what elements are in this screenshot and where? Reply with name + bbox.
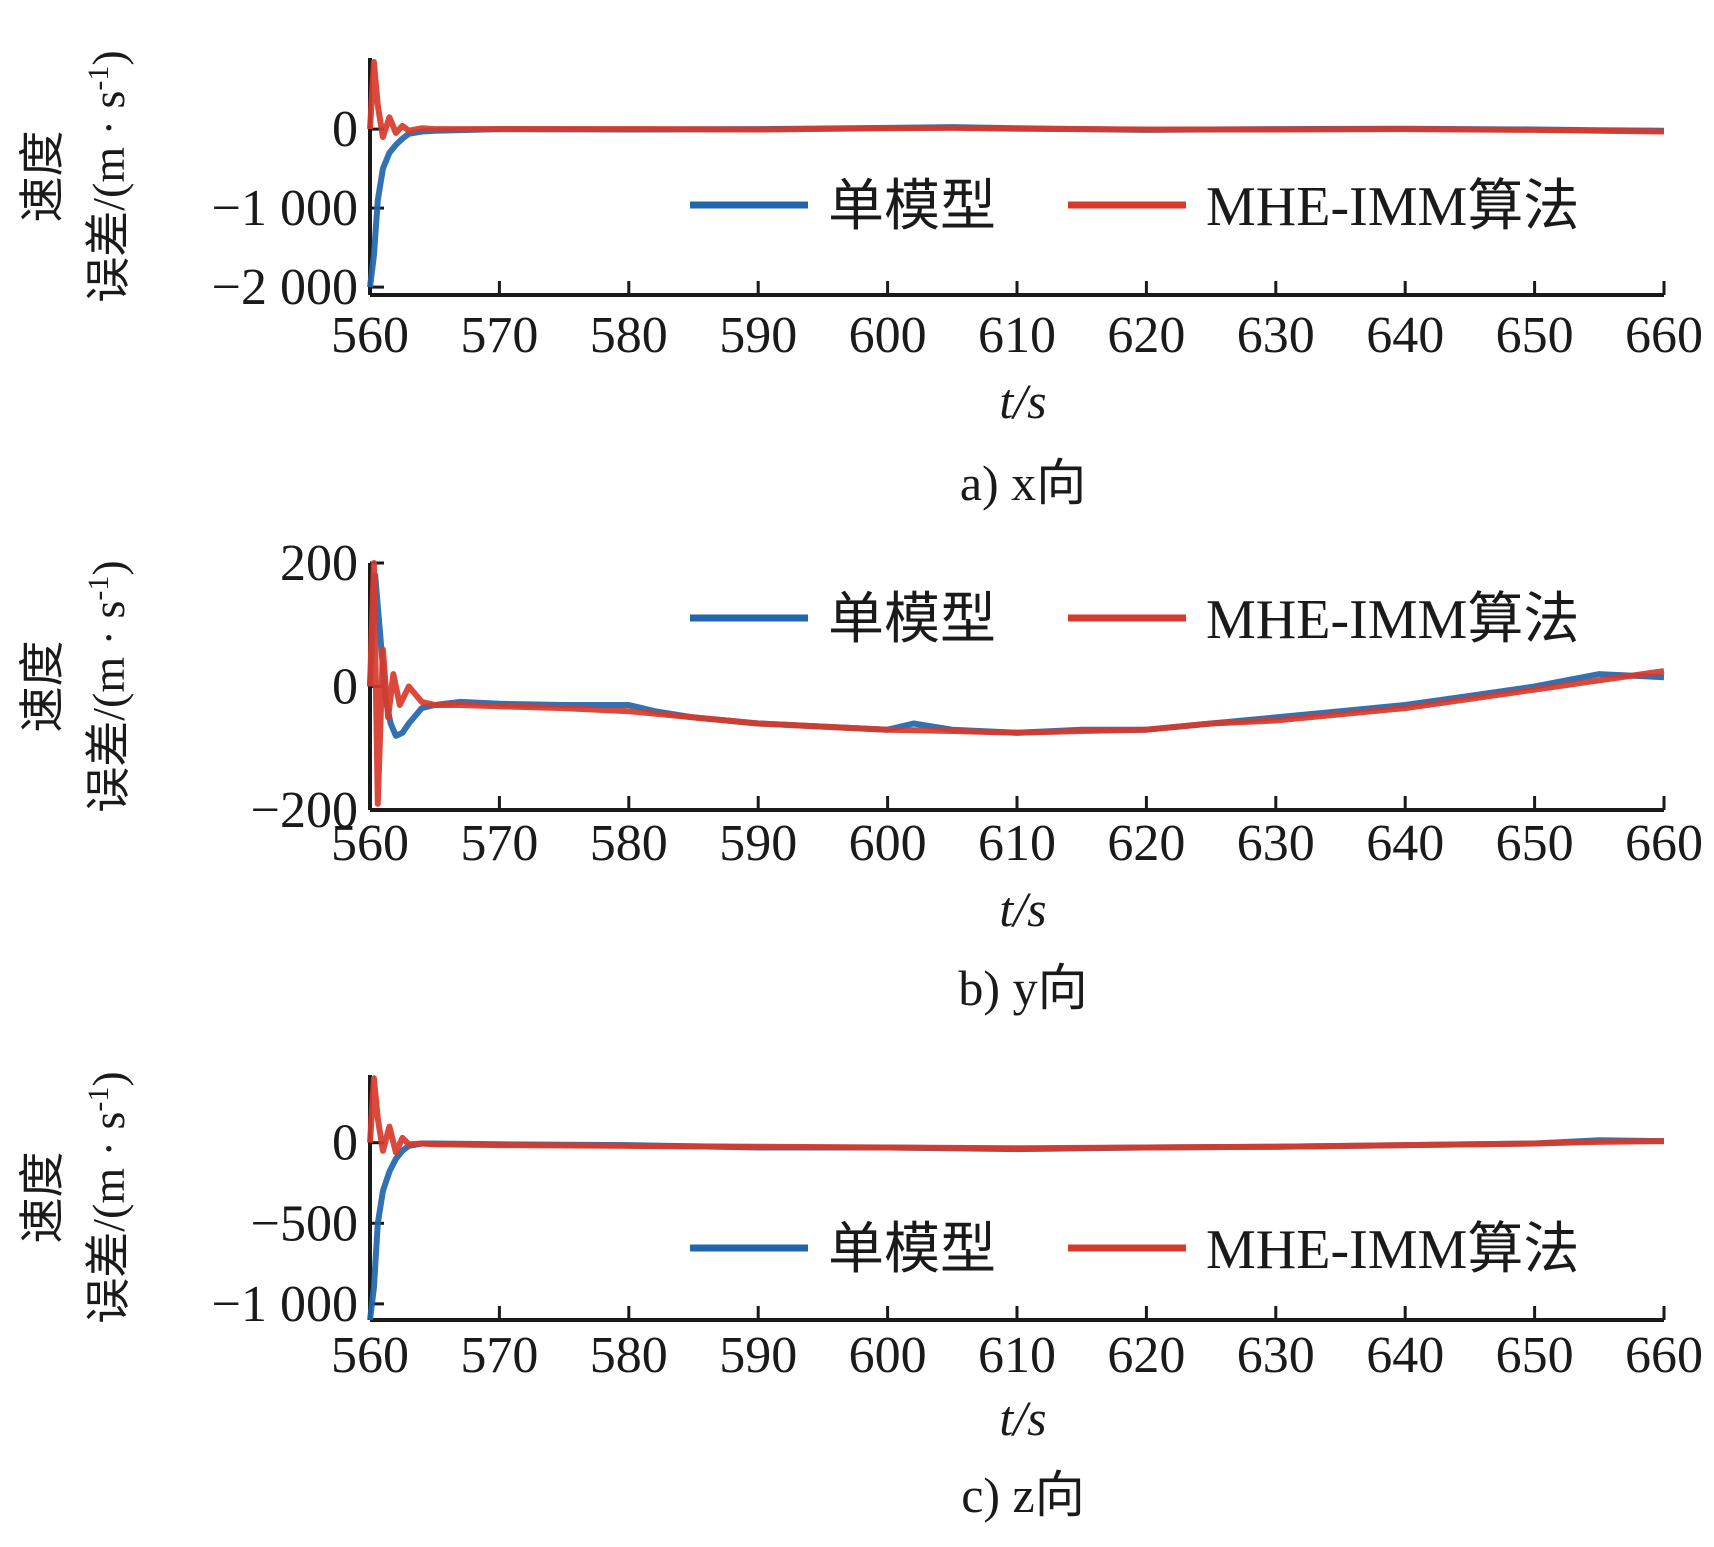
y-axis-label: 速度 误差/(m · s-1): [17, 560, 134, 812]
x-axis-label: t/s: [999, 373, 1046, 429]
x-tick-label: 570: [460, 1327, 538, 1384]
x-tick-label: 610: [978, 1327, 1056, 1384]
x-axis-label: t/s: [999, 881, 1046, 937]
x-tick-label: 560: [331, 815, 409, 872]
x-tick-label: 590: [719, 307, 797, 364]
y-tick-label: −500: [251, 1195, 358, 1252]
chart-panel-0: 560 570 580 590 600 610 620 630 640 650 660 0 −1 000…: [17, 50, 1703, 511]
x-tick-label: 660: [1625, 307, 1703, 364]
x-tick-label: 580: [590, 1327, 668, 1384]
x-tick-label: 620: [1107, 815, 1185, 872]
y-axis-label-line1: 速度: [17, 641, 68, 733]
y-tick-label: −2 000: [212, 259, 358, 316]
x-tick-label: 580: [590, 307, 668, 364]
legend: 单模型 MHE-IMM算法: [690, 589, 1579, 651]
x-tick-label: 610: [978, 307, 1056, 364]
y-axis-label-line1: 速度: [17, 1152, 68, 1244]
y-tick-label: 200: [280, 535, 358, 592]
y-tick-label: 0: [332, 659, 358, 716]
legend-label: 单模型: [828, 176, 996, 238]
legend-label: MHE-IMM算法: [1206, 589, 1579, 651]
x-tick-label: 650: [1496, 815, 1574, 872]
y-axis-label-line2: 误差/(m · s-1): [82, 560, 135, 812]
legend: 单模型 MHE-IMM算法: [690, 176, 1579, 238]
x-tick-label: 620: [1107, 1327, 1185, 1384]
y-label-close: ): [83, 560, 134, 575]
panel-caption: a) x向: [960, 455, 1086, 511]
y-tick-label: −200: [251, 782, 358, 839]
legend-label: MHE-IMM算法: [1206, 1219, 1579, 1281]
y-label-main: 误差/(m · s: [83, 601, 134, 813]
x-tick-label: 650: [1496, 1327, 1574, 1384]
panel-caption: c) z向: [961, 1467, 1085, 1523]
x-tick-label: 640: [1366, 1327, 1444, 1384]
x-tick-label: 580: [590, 815, 668, 872]
x-tick-label: 570: [460, 815, 538, 872]
y-axis-label-line1: 速度: [17, 131, 68, 223]
y-axis-label: 速度 误差/(m · s-1): [17, 50, 134, 302]
x-tick-label: 590: [719, 815, 797, 872]
y-tick-label: −1 000: [212, 180, 358, 237]
x-tick-label: 560: [331, 1327, 409, 1384]
legend-label: 单模型: [828, 1219, 996, 1281]
panel-caption: b) y向: [958, 960, 1087, 1016]
x-tick-label: 600: [849, 1327, 927, 1384]
series-line-mhe-imm: [367, 1075, 1665, 1156]
x-tick-label: 640: [1366, 307, 1444, 364]
x-tick-label: 660: [1625, 1327, 1703, 1384]
legend-label: 单模型: [828, 589, 996, 651]
y-label-close: ): [83, 50, 134, 65]
y-axis-label: 速度 误差/(m · s-1): [17, 1071, 134, 1323]
y-label-main: 误差/(m · s: [83, 91, 134, 303]
x-tick-label: 590: [719, 1327, 797, 1384]
x-tick-label: 630: [1237, 307, 1315, 364]
y-label-close: ): [83, 1071, 134, 1086]
x-tick-label: 630: [1237, 1327, 1315, 1384]
x-tick-label: 610: [978, 815, 1056, 872]
x-tick-label: 620: [1107, 307, 1185, 364]
y-tick-label: 0: [332, 1115, 358, 1172]
x-axis-label: t/s: [999, 1390, 1046, 1446]
series-line-mhe-imm: [367, 560, 1665, 807]
y-label-superscript: -1: [82, 1087, 115, 1112]
chart-panel-1: 560 570 580 590 600 610 620 630 640 650 660 200 0 −20…: [17, 535, 1703, 1016]
y-axis-label-line2: 误差/(m · s-1): [82, 1071, 135, 1323]
y-label-superscript: -1: [82, 576, 115, 601]
y-label-main: 误差/(m · s: [83, 1112, 134, 1324]
x-tick-label: 600: [849, 815, 927, 872]
y-axis-label-line2: 误差/(m · s-1): [82, 50, 135, 302]
chart-panel-2: 560 570 580 590 600 610 620 630 640 650 660 0 −500 −1…: [17, 1071, 1703, 1523]
x-tick-label: 660: [1625, 815, 1703, 872]
x-tick-label: 650: [1496, 307, 1574, 364]
series-line-mhe-imm: [367, 59, 1665, 140]
legend-label: MHE-IMM算法: [1206, 176, 1579, 238]
x-tick-label: 630: [1237, 815, 1315, 872]
y-tick-label: −1 000: [212, 1276, 358, 1333]
y-label-superscript: -1: [82, 66, 115, 91]
x-tick-label: 600: [849, 307, 927, 364]
x-tick-label: 560: [331, 307, 409, 364]
legend: 单模型 MHE-IMM算法: [690, 1219, 1579, 1281]
y-tick-label: 0: [332, 101, 358, 158]
x-tick-label: 640: [1366, 815, 1444, 872]
x-tick-label: 570: [460, 307, 538, 364]
